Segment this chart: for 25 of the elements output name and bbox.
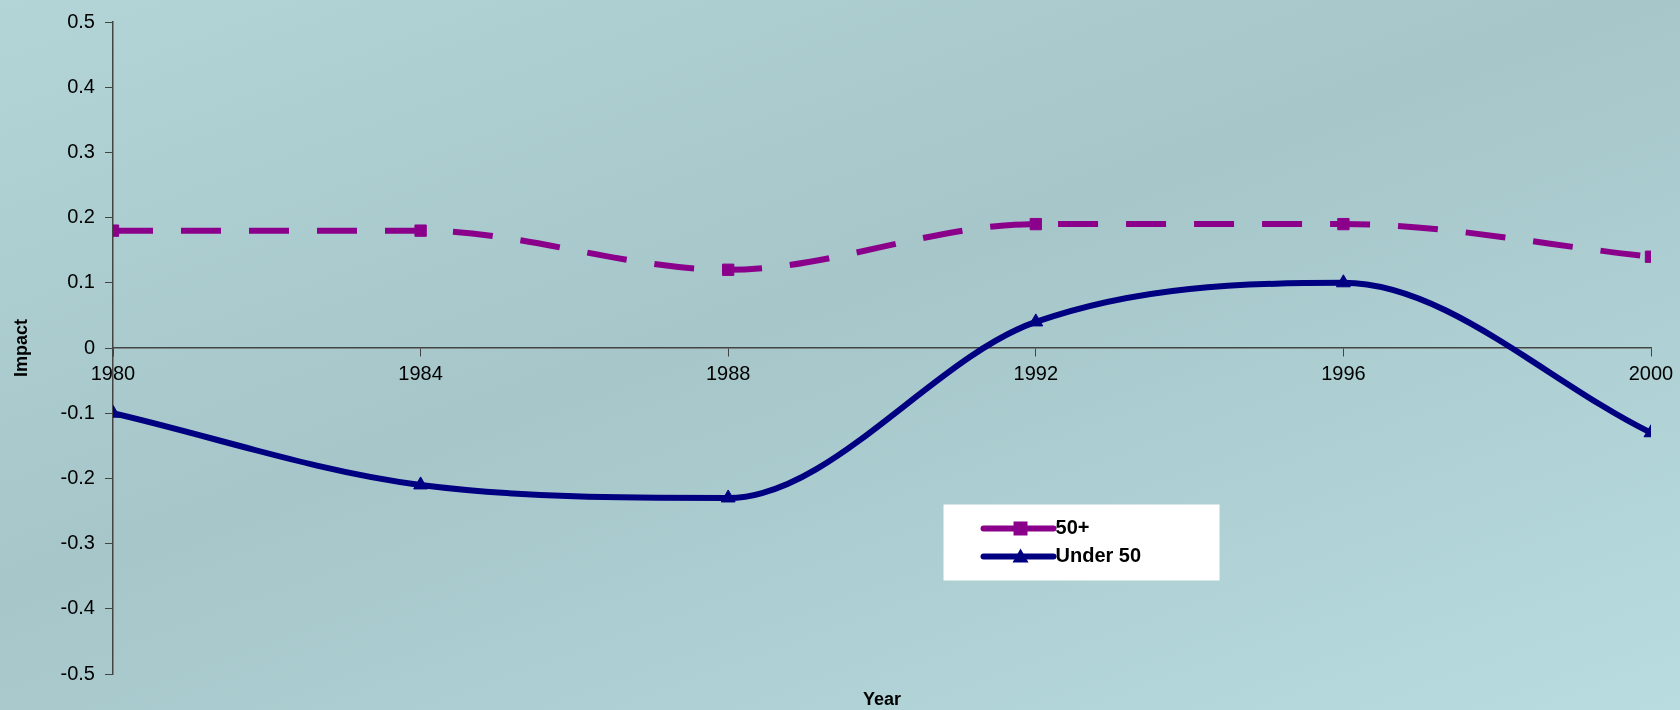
x-axis-title: Year	[862, 688, 902, 709]
y-tick-label: -0.2	[60, 465, 95, 488]
point	[1335, 274, 1351, 288]
y-tick-label: -0.4	[60, 596, 95, 619]
y-tick-label: 0.4	[67, 74, 95, 97]
x-tick-label: 1988	[705, 361, 751, 384]
x-tick-label: 1992	[1013, 361, 1059, 384]
y-tick-label: 0.1	[67, 270, 95, 293]
point	[720, 489, 736, 503]
x-tick-label: 1996	[1321, 361, 1366, 384]
y-axis-title: Impact	[10, 318, 31, 378]
x-tick-label: 1984	[398, 361, 443, 384]
y-tick-label: 0.5	[67, 9, 95, 32]
y-tick-label: -0.3	[60, 531, 95, 554]
y-tick-label: 0.2	[67, 205, 95, 228]
y-tick-label: -0.5	[60, 661, 95, 684]
legend-label: 50+	[1055, 516, 1090, 538]
point	[722, 263, 735, 276]
x-tick-label: 2000	[1628, 361, 1674, 384]
y-tick-label: 0.3	[67, 139, 95, 162]
y-tick-label: -0.1	[60, 400, 95, 423]
point	[1029, 217, 1042, 231]
legend-label: Under 50	[1055, 544, 1142, 566]
point	[413, 476, 429, 490]
y-tick-label: 0	[83, 335, 95, 358]
